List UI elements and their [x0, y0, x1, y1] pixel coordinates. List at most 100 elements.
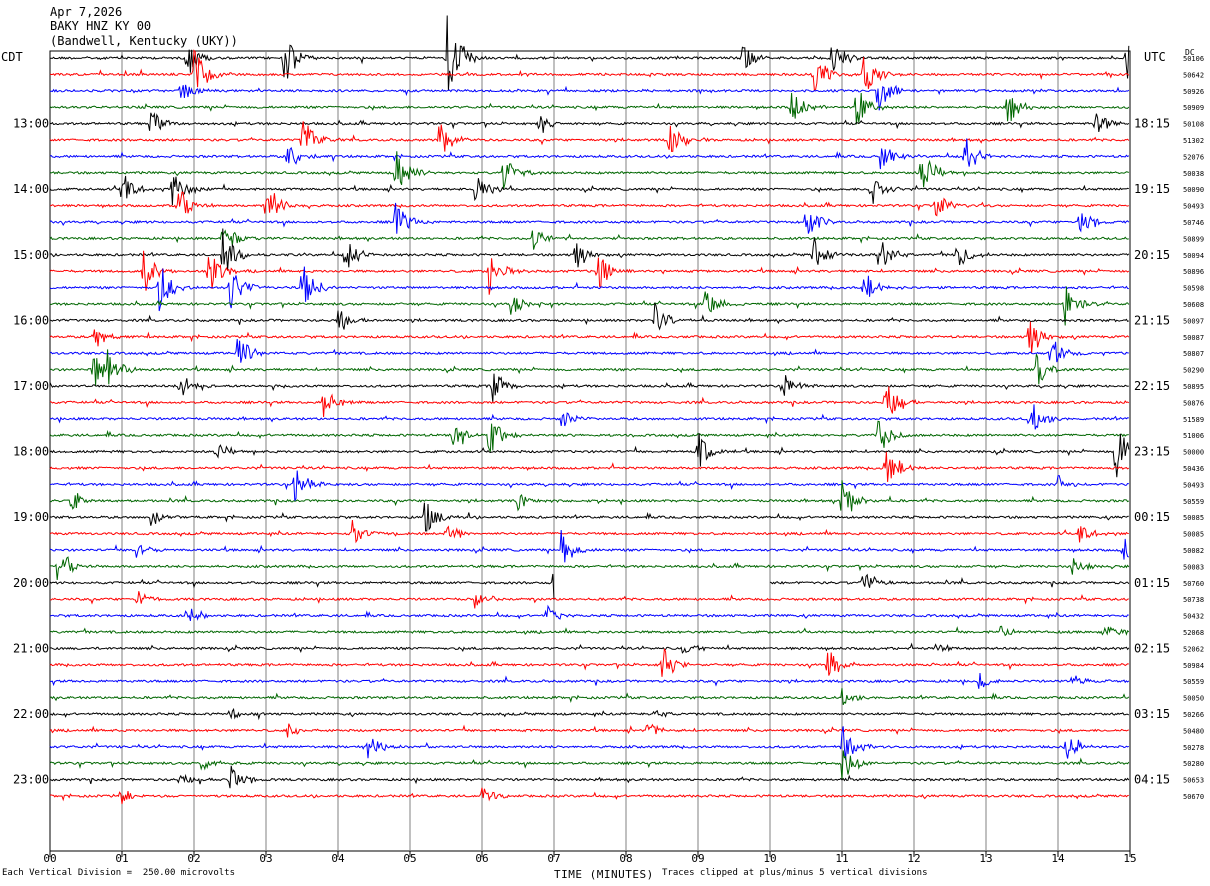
trace-row [49, 302, 1130, 331]
local-hour-label: 16:00 [13, 313, 49, 327]
utc-hour-label: 04:15 [1134, 773, 1170, 787]
dc-offset-label: 51302 [1183, 137, 1204, 145]
trace-row [49, 470, 1129, 502]
x-tick-label: 00 [43, 852, 56, 865]
trace-row [49, 286, 1130, 326]
trace-row [49, 688, 1130, 706]
trace-row [49, 229, 1129, 250]
dc-offset-label: 50642 [1183, 71, 1204, 79]
location-label: (Bandwell, Kentucky (UKY)) [50, 34, 238, 48]
clip-note: Traces clipped at plus/minus 5 vertical … [662, 868, 928, 878]
local-hour-label: 20:00 [13, 576, 49, 590]
dc-offset-label: 50278 [1183, 744, 1204, 752]
x-tick-label: 15 [1123, 852, 1136, 865]
x-tick-label: 02 [187, 852, 200, 865]
trace-row [49, 84, 1130, 111]
trace-row [49, 723, 1129, 738]
utc-hour-label: 19:15 [1134, 182, 1170, 196]
station-label: BAKY HNZ KY 00 [50, 19, 152, 33]
trace-row [49, 373, 1129, 403]
x-tick-label: 03 [259, 852, 272, 865]
trace-row [49, 573, 1130, 601]
trace-row [49, 519, 1129, 544]
dc-offset-label: 50480 [1183, 727, 1204, 735]
trace-row [49, 112, 1130, 133]
trace-row [49, 404, 1129, 430]
trace-row [49, 191, 1129, 217]
trace-row [49, 266, 1129, 312]
dc-offset-label: 50038 [1183, 170, 1204, 178]
trace-row [49, 433, 1130, 478]
x-tick-label: 12 [907, 852, 920, 865]
trace-row [49, 250, 1130, 295]
trace-row [49, 673, 1130, 689]
utc-hour-label: 01:15 [1134, 576, 1170, 590]
trace-row [49, 49, 1130, 92]
x-tick-label: 11 [835, 852, 848, 865]
trace-row [49, 92, 1130, 125]
x-tick-label: 04 [331, 852, 345, 865]
local-hour-label: 23:00 [13, 773, 49, 787]
dc-offset-label: 50559 [1183, 678, 1204, 686]
dc-offset-label: 50896 [1183, 268, 1204, 276]
trace-row [49, 529, 1130, 563]
utc-hour-label: 23:15 [1134, 445, 1170, 459]
dc-offset-label: 50760 [1183, 580, 1204, 588]
trace-row [49, 420, 1129, 452]
trace-row [49, 648, 1129, 677]
dc-offset-label: 50653 [1183, 777, 1204, 785]
dc-offset-label: 50085 [1183, 514, 1204, 522]
local-hour-label: 18:00 [13, 445, 49, 459]
trace-row [49, 386, 1130, 418]
x-tick-label: 10 [763, 852, 776, 865]
x-tick-label: 08 [619, 852, 632, 865]
trace-row [49, 642, 1130, 654]
dc-offset-label: 50895 [1183, 383, 1204, 391]
dc-offset-label: 50559 [1183, 498, 1204, 506]
dc-offset-label: 50436 [1183, 465, 1204, 473]
trace-row [49, 591, 1129, 609]
x-axis-label: TIME (MINUTES) [554, 868, 654, 881]
dc-offset-label: 50083 [1183, 563, 1204, 571]
left-timezone-label: CDT [1, 50, 23, 64]
trace-row [49, 151, 1129, 189]
trace-row [49, 138, 1130, 170]
dc-offset-label: 50050 [1183, 695, 1204, 703]
dc-offset-label: 50097 [1183, 317, 1204, 325]
utc-hour-label: 00:15 [1134, 510, 1170, 524]
dc-offset-label: 50087 [1183, 334, 1204, 342]
dc-offset-label: 50598 [1183, 285, 1204, 293]
local-hour-label: 21:00 [13, 641, 49, 655]
x-tick-label: 05 [403, 852, 416, 865]
dc-offset-label: 50493 [1183, 203, 1204, 211]
x-tick-label: 07 [547, 852, 560, 865]
dc-label: DC [1185, 48, 1195, 57]
trace-row [49, 349, 1129, 386]
dc-offset-label: 50926 [1183, 88, 1204, 96]
x-tick-label: 14 [1051, 852, 1065, 865]
dc-offset-label: 50899 [1183, 235, 1204, 243]
local-hour-label: 22:00 [13, 707, 49, 721]
dc-offset-label: 50085 [1183, 531, 1204, 539]
utc-hour-label: 21:15 [1134, 313, 1170, 327]
local-hour-label: 19:00 [13, 510, 49, 524]
right-timezone-label: UTC [1144, 50, 1166, 64]
utc-hour-label: 02:15 [1134, 641, 1170, 655]
utc-hour-label: 22:15 [1134, 379, 1170, 393]
dc-offset-label: 50608 [1183, 301, 1204, 309]
dc-offset-label: 50266 [1183, 711, 1204, 719]
x-tick-label: 06 [475, 852, 488, 865]
dc-offset-label: 52068 [1183, 629, 1204, 637]
dc-offset-label: 50106 [1183, 55, 1204, 63]
trace-row [49, 502, 1129, 532]
dc-offset-label: 50280 [1183, 760, 1204, 768]
dc-offset-label: 50090 [1183, 186, 1204, 194]
dc-offset-label: 50290 [1183, 367, 1204, 375]
trace-row [49, 321, 1130, 354]
x-tick-label: 01 [115, 852, 128, 865]
local-hour-label: 15:00 [13, 248, 49, 262]
trace-row [49, 175, 1129, 206]
dc-offset-label: 50094 [1183, 252, 1204, 260]
x-tick-label: 13 [979, 852, 992, 865]
